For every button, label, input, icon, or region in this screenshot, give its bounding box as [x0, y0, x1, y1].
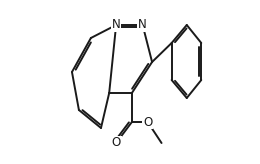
- Text: N: N: [112, 19, 120, 31]
- Text: O: O: [112, 136, 121, 150]
- Text: N: N: [138, 19, 147, 31]
- Text: O: O: [143, 115, 152, 129]
